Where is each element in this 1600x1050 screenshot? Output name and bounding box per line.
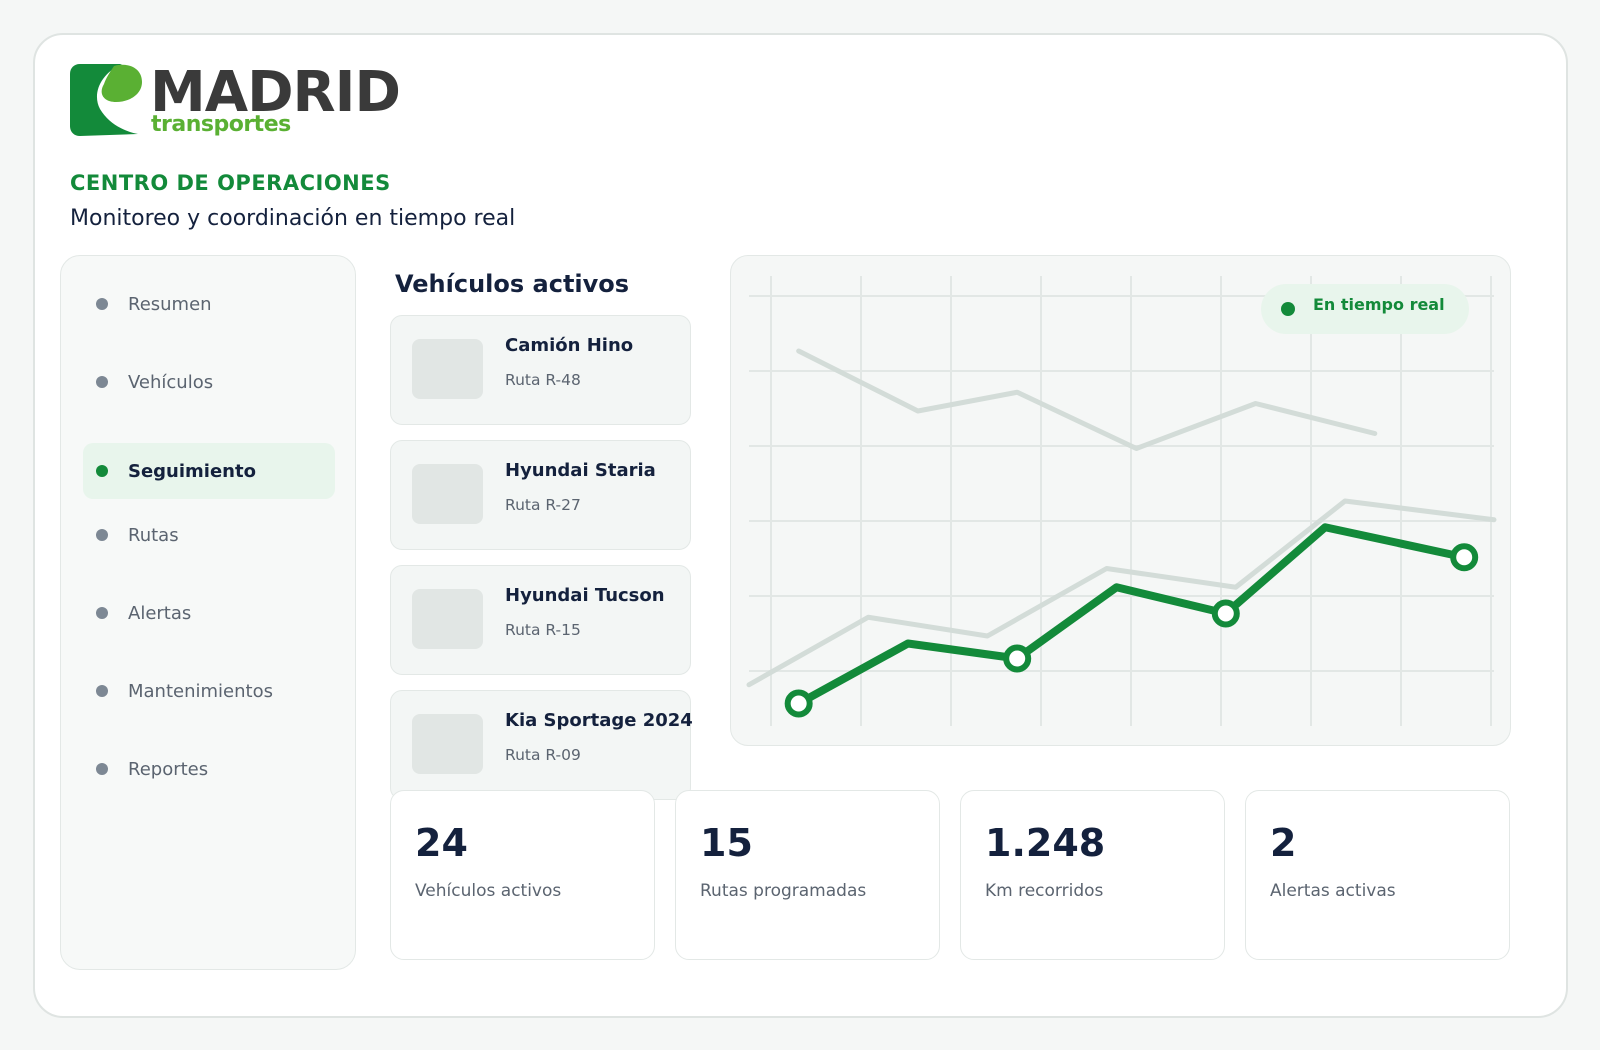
vehicle-card[interactable]: Kia Sportage 2024 Ruta R-09 xyxy=(390,690,693,800)
stat-label: Rutas programadas xyxy=(700,881,867,901)
vehicle-route: Ruta R-15 xyxy=(505,621,581,639)
stat-label: Km recorridos xyxy=(985,881,1104,901)
series-point xyxy=(1211,599,1240,628)
vehicle-card[interactable]: Hyundai Tucson Ruta R-15 xyxy=(390,565,691,675)
tracking-chart-card: En tiempo real xyxy=(730,255,1511,746)
vehicle-name: Hyundai Tucson xyxy=(505,585,665,606)
nav-dot-icon xyxy=(96,685,108,697)
nav-dot-icon xyxy=(96,763,108,775)
sidebar-item-vehiculos[interactable]: Vehículos xyxy=(83,354,335,410)
series-line-background-lower xyxy=(746,498,1497,688)
live-status-badge: En tiempo real xyxy=(1261,284,1469,334)
sidebar-item-label: Vehículos xyxy=(128,371,214,393)
nav-dot-icon xyxy=(96,529,108,541)
sidebar-item-reportes[interactable]: Reportes xyxy=(83,741,335,797)
sidebar-item-mantenimientos[interactable]: Mantenimientos xyxy=(83,663,335,719)
sidebar-item-label: Resumen xyxy=(128,293,212,315)
vehicle-thumbnail xyxy=(412,589,483,649)
live-status-label: En tiempo real xyxy=(1313,294,1445,314)
vehicle-route: Ruta R-48 xyxy=(505,371,581,389)
sidebar-item-label: Seguimiento xyxy=(128,460,256,482)
sidebar-item-label: Alertas xyxy=(128,602,192,624)
vehicle-thumbnail xyxy=(412,464,483,524)
stat-value: 1.248 xyxy=(985,821,1106,865)
sidebar: Resumen Vehículos Seguimiento Rutas Aler… xyxy=(60,255,356,970)
vehicle-card[interactable]: Hyundai Staria Ruta R-27 xyxy=(390,440,691,550)
series-point xyxy=(784,689,813,718)
vehicle-name: Camión Hino xyxy=(505,335,634,356)
vehicle-card[interactable]: Camión Hino Ruta R-48 xyxy=(390,315,691,425)
nav-dot-icon xyxy=(96,376,108,388)
stat-label: Alertas activas xyxy=(1270,881,1396,901)
stat-card-vehiculos: 24 Vehículos activos xyxy=(390,790,655,960)
sidebar-item-rutas[interactable]: Rutas xyxy=(83,507,335,563)
series-point xyxy=(1003,644,1032,673)
series-point xyxy=(1450,543,1479,572)
sidebar-item-label: Reportes xyxy=(128,758,209,780)
sidebar-item-alertas[interactable]: Alertas xyxy=(83,585,335,641)
page-subtitle: Monitoreo y coordinación en tiempo real xyxy=(70,206,516,231)
stat-value: 15 xyxy=(700,821,753,865)
nav-dot-icon xyxy=(96,607,108,619)
stat-value: 24 xyxy=(415,821,468,865)
sidebar-item-seguimiento[interactable]: Seguimiento xyxy=(83,443,335,499)
vehicle-thumbnail xyxy=(412,714,483,774)
sidebar-item-resumen[interactable]: Resumen xyxy=(83,276,335,332)
vehicle-route: Ruta R-09 xyxy=(505,746,581,764)
stat-card-rutas: 15 Rutas programadas xyxy=(675,790,940,960)
vehicle-thumbnail xyxy=(412,339,483,399)
logo-mark-icon xyxy=(70,64,142,136)
logo-tagline: transportes xyxy=(151,112,291,137)
vehicle-route: Ruta R-27 xyxy=(505,496,581,514)
nav-dot-icon xyxy=(96,298,108,310)
stat-card-km: 1.248 Km recorridos xyxy=(960,790,1225,960)
brand-logo: MADRID transportes xyxy=(70,60,401,142)
tracking-chart xyxy=(746,276,1497,726)
sidebar-item-label: Rutas xyxy=(128,524,179,546)
series-line-highlight xyxy=(794,523,1469,708)
page-eyebrow: CENTRO DE OPERACIONES xyxy=(70,171,391,195)
stat-card-alertas: 2 Alertas activas xyxy=(1245,790,1510,960)
logo-wordmark: MADRID xyxy=(150,60,401,125)
stat-label: Vehículos activos xyxy=(415,881,562,901)
vehicles-section-title: Vehículos activos xyxy=(395,270,630,298)
stat-value: 2 xyxy=(1270,821,1297,865)
vehicle-name: Hyundai Staria xyxy=(505,460,656,481)
vehicle-name: Kia Sportage 2024 xyxy=(505,710,693,731)
series-line-background-upper xyxy=(796,348,1378,451)
live-dot-icon xyxy=(1281,302,1295,316)
nav-dot-icon xyxy=(96,465,108,477)
sidebar-item-label: Mantenimientos xyxy=(128,680,273,702)
